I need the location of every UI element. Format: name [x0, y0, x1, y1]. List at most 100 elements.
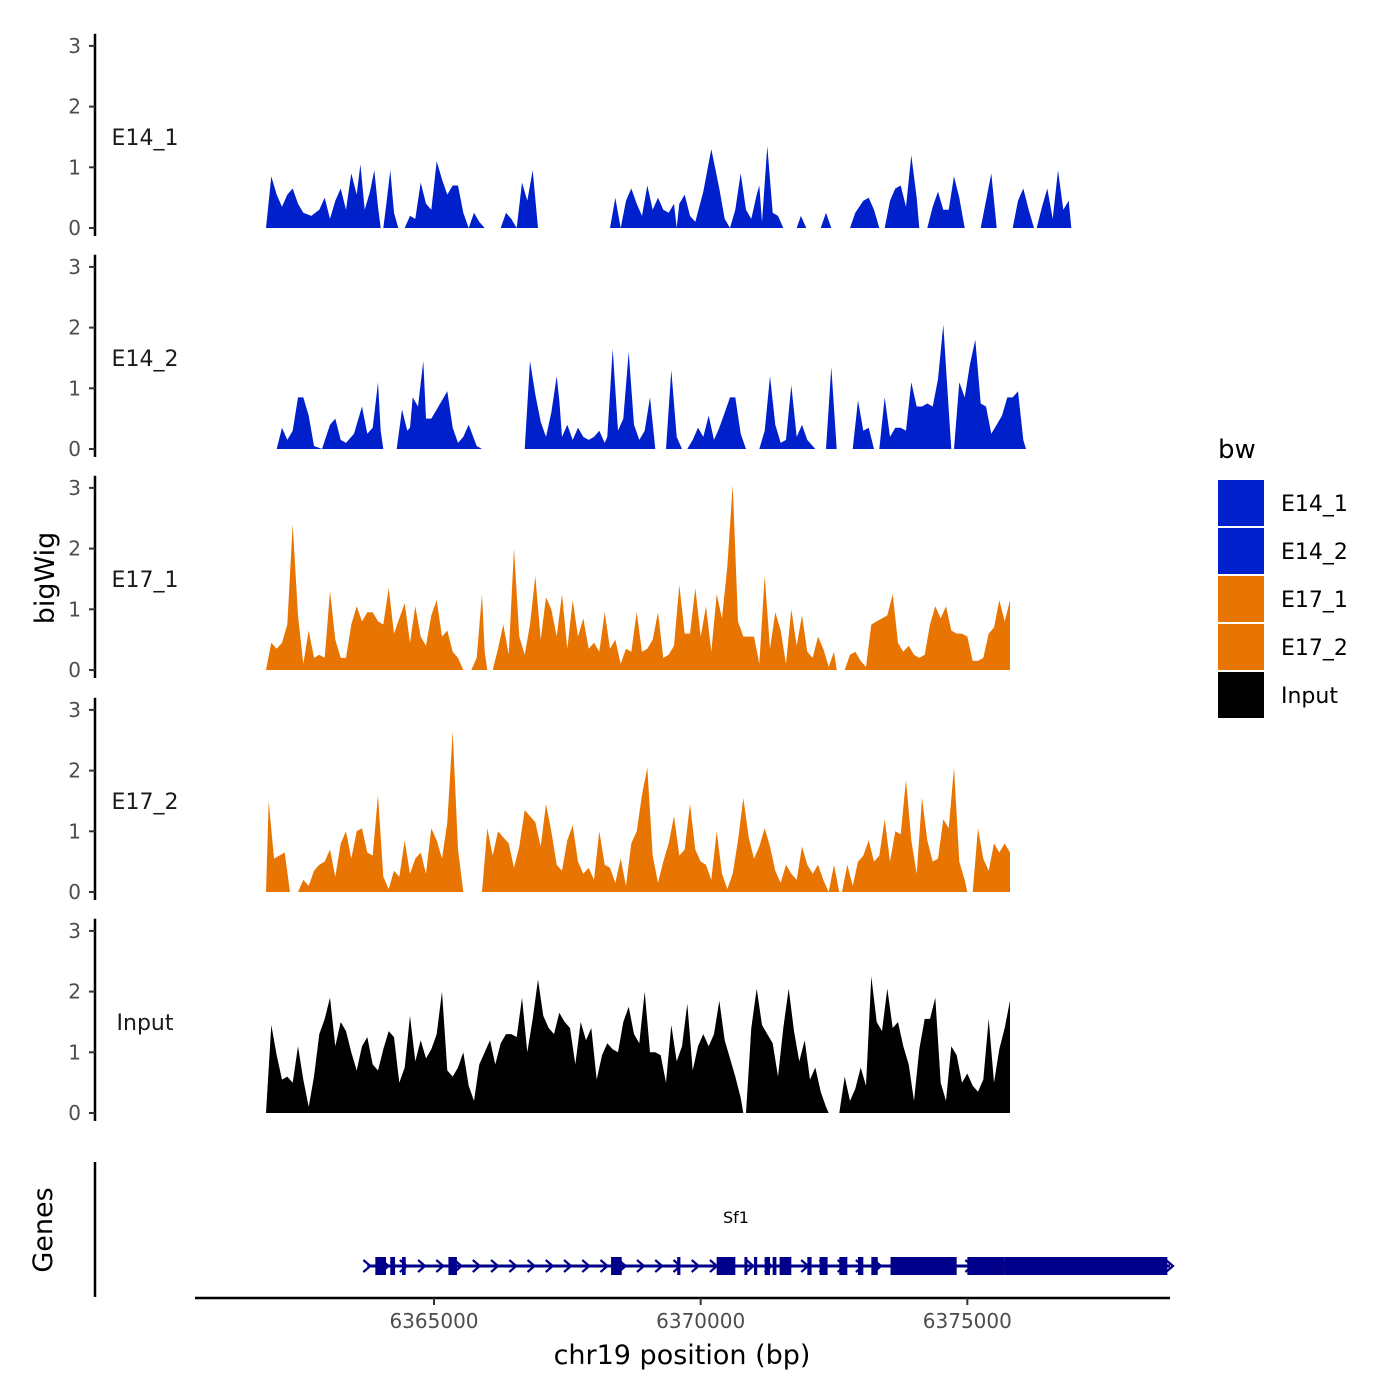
y-tick-label: 3 — [68, 919, 81, 943]
gene-exon — [779, 1257, 792, 1275]
gene-exon — [890, 1257, 957, 1275]
strand-arrow — [362, 1259, 373, 1273]
coverage-area — [972, 828, 1010, 892]
gene-exon — [819, 1257, 828, 1275]
y-tick-label: 2 — [68, 759, 81, 783]
strand-arrow — [745, 1259, 756, 1273]
legend-key-e14_1 — [1218, 480, 1264, 526]
coverage-area — [266, 164, 381, 228]
coverage-area — [759, 376, 816, 449]
y-tick-label: 3 — [68, 698, 81, 722]
coverage-area — [839, 976, 1010, 1113]
gene-exon — [611, 1257, 622, 1275]
x-tick-label: 6370000 — [656, 1309, 745, 1333]
coverage-area — [687, 397, 746, 449]
coverage-area — [954, 339, 1026, 449]
y-tick-label: 1 — [68, 819, 81, 843]
coverage-area — [666, 370, 682, 449]
track-e14_1: 0 1 2 3 E14_1 — [68, 33, 1072, 240]
gene-exon — [871, 1257, 878, 1275]
gene-exon — [716, 1257, 736, 1275]
strand-arrow — [599, 1259, 610, 1273]
coverage-area — [796, 215, 807, 228]
strand-arrow — [545, 1259, 555, 1273]
gene-exon — [839, 1257, 848, 1275]
y-tick-label: 0 — [68, 216, 81, 240]
strand-arrow — [508, 1259, 518, 1273]
strand-arrow — [672, 1259, 683, 1273]
bigwig-tracks: 0 1 2 3 E14_1 0 1 2 3 E14_2 0 1 2 3 E17_1 0 1 2 3 E17_2 0 1 2 3… — [68, 33, 1072, 1125]
coverage-area — [927, 176, 965, 228]
coverage-area — [1012, 188, 1034, 228]
track-e17_2: 0 1 2 3 E17_2 — [68, 697, 1010, 904]
gene-exon — [807, 1257, 812, 1275]
coverage-area — [610, 146, 784, 228]
strand-arrow — [654, 1259, 664, 1273]
coverage-area — [844, 594, 1010, 670]
gene-exon — [402, 1257, 406, 1275]
gene-exon — [448, 1257, 457, 1275]
coverage-area — [852, 400, 874, 449]
strand-arrow — [526, 1259, 537, 1273]
legend-title: bw — [1218, 435, 1256, 465]
strand-arrow — [690, 1259, 701, 1273]
x-axis: 6365000 6370000 6375000 — [195, 1296, 1170, 1333]
legend-label: E14_2 — [1281, 540, 1348, 565]
legend-key-e14_2 — [1218, 528, 1264, 574]
legend-label: E14_1 — [1281, 492, 1348, 517]
gene-exon — [375, 1257, 386, 1275]
y-tick-label: 3 — [68, 34, 81, 58]
coverage-area — [842, 767, 968, 892]
y-tick-label: 3 — [68, 255, 81, 279]
y-tick-label: 0 — [68, 658, 81, 682]
strand-arrow — [581, 1259, 591, 1273]
y-tick-label: 1 — [68, 376, 81, 400]
coverage-area — [884, 155, 920, 228]
gene-exon — [772, 1257, 777, 1275]
strand-arrow — [435, 1259, 445, 1273]
coverage-area — [383, 161, 485, 228]
y-tick-label: 2 — [68, 95, 81, 119]
strand-arrow — [563, 1259, 573, 1273]
coverage-area — [500, 170, 538, 228]
coverage-area — [266, 524, 464, 670]
y-tick-label: 0 — [68, 1101, 81, 1125]
track-label: E14_1 — [112, 126, 179, 151]
strand-arrow — [490, 1259, 500, 1273]
gene-exon — [764, 1257, 770, 1275]
gene-exon — [967, 1257, 1005, 1275]
y-tick-label: 2 — [68, 537, 81, 561]
legend-key-e17_2 — [1218, 624, 1264, 670]
coverage-area — [879, 324, 952, 449]
track-label: E17_2 — [112, 790, 179, 815]
track-label: E17_1 — [112, 568, 179, 593]
gene-exon — [754, 1257, 758, 1275]
strand-arrow — [472, 1259, 482, 1273]
y-tick-label: 0 — [68, 437, 81, 461]
gene-name-label: Sf1 — [723, 1208, 749, 1227]
gene-exon — [858, 1257, 864, 1275]
x-axis-title: chr19 position (bp) — [554, 1340, 811, 1371]
genes-track-title: Genes — [28, 1187, 59, 1272]
coverage-area — [482, 767, 840, 892]
y-tick-label: 2 — [68, 980, 81, 1004]
coverage-area — [850, 197, 880, 228]
coverage-area — [266, 731, 464, 892]
track-input: 0 1 2 3 Input — [68, 918, 1010, 1125]
coverage-area — [266, 979, 744, 1113]
coverage-area — [980, 173, 997, 228]
coverage-area — [396, 361, 482, 449]
legend-label: Input — [1281, 684, 1338, 709]
legend-key-input — [1218, 672, 1264, 718]
coverage-area — [471, 594, 488, 670]
coverage-area — [524, 348, 656, 449]
legend-label: E17_2 — [1281, 636, 1348, 661]
gene-exon — [677, 1257, 681, 1275]
x-tick-label: 6375000 — [923, 1309, 1012, 1333]
track-e17_1: 0 1 2 3 E17_1 — [68, 475, 1010, 682]
coverage-area — [826, 367, 837, 449]
strand-arrow — [636, 1259, 646, 1273]
y-tick-label: 1 — [68, 1040, 81, 1064]
coverage-area — [276, 382, 384, 449]
